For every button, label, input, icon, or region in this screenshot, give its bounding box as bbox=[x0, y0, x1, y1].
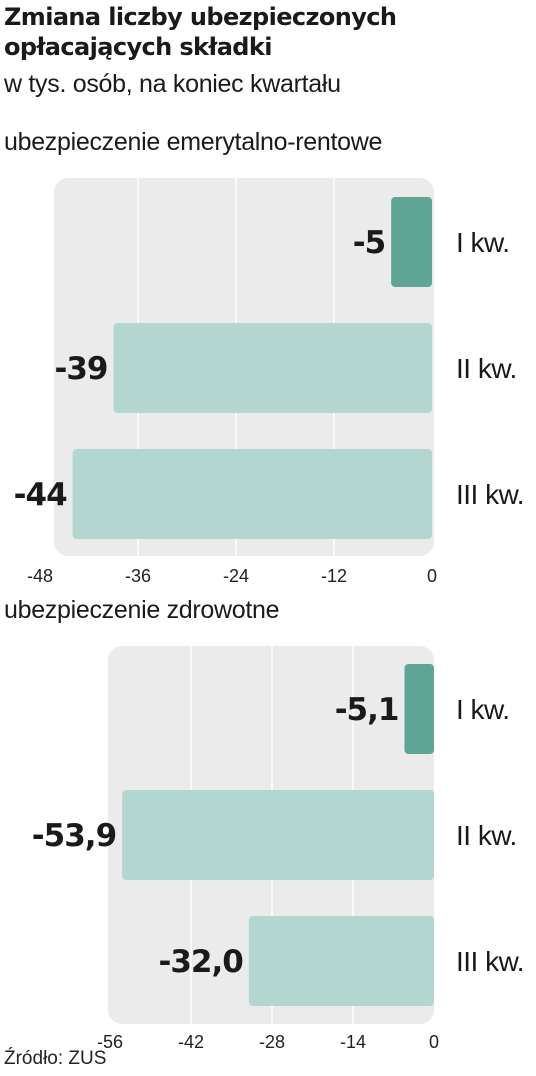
category-label: II kw. bbox=[456, 353, 517, 384]
chart-title: Zmiana liczby ubezpieczonych opłacającyc… bbox=[4, 3, 397, 61]
chart-panel-pension: -48 -36 -24 -12 0 -5 I kw. -39 II kw. -44 III kw. bbox=[14, 178, 525, 586]
x-tick-label: -48 bbox=[27, 566, 53, 586]
data-label: -32,0 bbox=[158, 944, 243, 980]
category-label: III kw. bbox=[456, 479, 524, 510]
x-tick-label: -56 bbox=[97, 1032, 123, 1052]
x-tick-label: -24 bbox=[223, 566, 249, 586]
bar bbox=[248, 916, 434, 1006]
x-tick-label: 0 bbox=[427, 566, 437, 586]
panel-title-pension: ubezpieczenie emerytalno-rentowe bbox=[4, 128, 383, 156]
category-label: II kw. bbox=[456, 820, 517, 851]
x-tick-label: -42 bbox=[178, 1032, 204, 1052]
data-label: -44 bbox=[14, 477, 67, 513]
x-tick-label: -28 bbox=[259, 1032, 285, 1052]
data-label: -53,9 bbox=[32, 818, 116, 854]
x-tick-label: -36 bbox=[125, 566, 151, 586]
bar bbox=[72, 449, 433, 539]
x-tick-label: -12 bbox=[321, 566, 347, 586]
category-label: I kw. bbox=[456, 227, 510, 258]
category-label: III kw. bbox=[456, 946, 524, 977]
chart-subtitle: w tys. osób, na koniec kwartału bbox=[4, 70, 341, 98]
x-tick-label: -14 bbox=[340, 1032, 366, 1052]
source-note: Źródło: ZUS bbox=[4, 1048, 107, 1069]
bar bbox=[122, 790, 435, 880]
x-tick-label: 0 bbox=[429, 1032, 439, 1052]
bar bbox=[391, 197, 432, 287]
panel-title-health: ubezpieczenie zdrowotne bbox=[4, 596, 280, 624]
data-label: -5 bbox=[353, 225, 385, 261]
bar bbox=[404, 664, 434, 754]
bar bbox=[113, 323, 432, 413]
chart-panel-health: -56 -42 -28 -14 0 -5,1 I kw. -53,9 II kw. -32,0 II… bbox=[32, 646, 525, 1052]
data-label: -39 bbox=[54, 351, 107, 387]
category-label: I kw. bbox=[456, 694, 510, 725]
data-label: -5,1 bbox=[335, 692, 399, 728]
